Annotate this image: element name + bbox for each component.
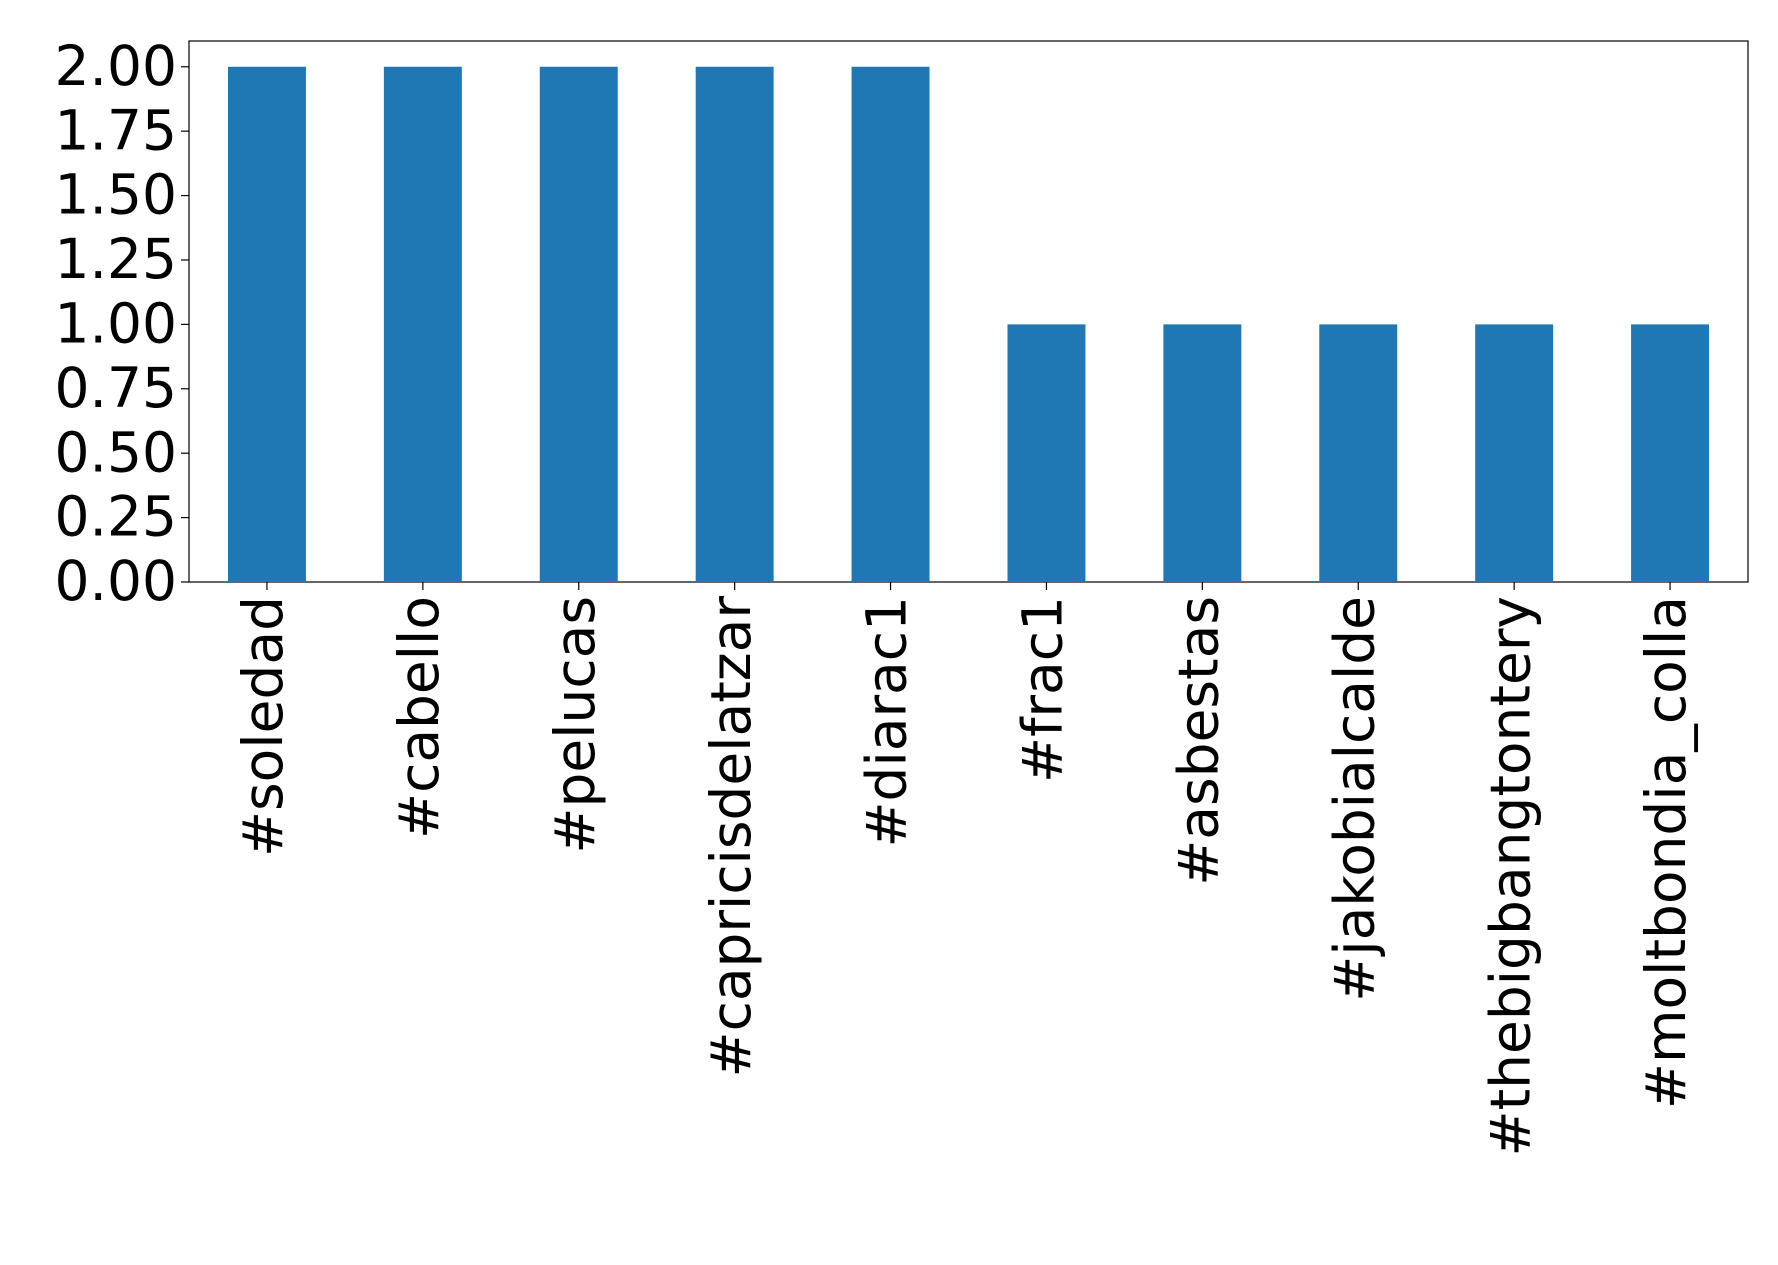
y-tick-label: 1.50 xyxy=(55,163,177,227)
y-tick-label: 0.75 xyxy=(55,356,177,420)
bar xyxy=(227,66,306,582)
bar xyxy=(1007,324,1086,582)
bar xyxy=(1631,324,1710,582)
y-tick-label: 1.25 xyxy=(55,227,177,291)
x-tick-label: #cabello xyxy=(387,596,451,839)
y-tick-label: 2.00 xyxy=(55,34,177,98)
x-tick-label: #pelucas xyxy=(543,596,607,854)
x-tick-label: #diarac1 xyxy=(855,596,919,848)
x-tick-label: #soledad xyxy=(231,596,295,857)
x-tick-label: #thebigbangtontery xyxy=(1478,596,1542,1156)
x-tick-label: #asbestas xyxy=(1166,596,1230,886)
bar xyxy=(1163,324,1242,582)
x-tick-label: #capricisdelatzar xyxy=(699,596,763,1078)
x-tick-label: #moltbondia_colla xyxy=(1634,596,1698,1109)
x-tick-label: #frac1 xyxy=(1011,596,1075,783)
bar xyxy=(1475,324,1554,582)
y-tick-label: 0.00 xyxy=(55,549,177,613)
y-tick-label: 1.00 xyxy=(55,292,177,356)
bar xyxy=(1319,324,1398,582)
y-tick-label: 0.25 xyxy=(55,485,177,549)
y-tick-label: 0.50 xyxy=(55,420,177,484)
bar xyxy=(383,66,462,582)
bar xyxy=(851,66,930,582)
y-tick-label: 1.75 xyxy=(55,98,177,162)
plot-frame xyxy=(188,40,1749,583)
bar xyxy=(539,66,618,582)
bar xyxy=(695,66,774,582)
x-tick-label: #jakobialcalde xyxy=(1322,596,1386,1002)
